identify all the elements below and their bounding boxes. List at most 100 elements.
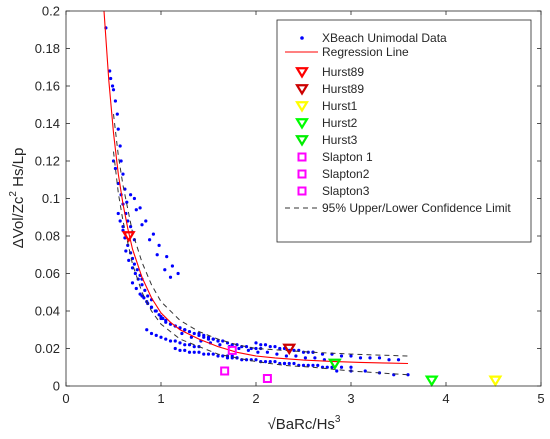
data-point: [263, 360, 268, 364]
data-point: [268, 345, 272, 349]
data-point: [254, 341, 258, 345]
series-layer: [103, 10, 503, 387]
y-tick-label: 0.1: [42, 191, 60, 206]
legend-label: Hurst3: [322, 133, 358, 147]
data-point: [268, 360, 272, 364]
data-point: [358, 356, 363, 360]
data-point: [183, 328, 187, 332]
data-point: [183, 343, 187, 347]
legend-label: Hurst1: [322, 99, 358, 113]
data-point: [143, 288, 147, 292]
x-tick-label: 5: [537, 391, 544, 406]
x-tick-label: 3: [347, 391, 354, 406]
data-point: [187, 343, 192, 347]
data-point: [273, 345, 277, 349]
data-point: [320, 352, 325, 356]
data-point: [244, 345, 249, 349]
data-point: [165, 255, 169, 259]
data-point: [287, 361, 291, 366]
data-point: [115, 112, 119, 116]
data-point: [225, 356, 230, 360]
x-tick-label: 2: [252, 391, 259, 406]
data-point: [127, 258, 131, 262]
hurst-marker: [282, 343, 297, 356]
data-point: [149, 331, 154, 336]
slapton-marker: [220, 366, 230, 376]
y-tick-label: 0.14: [35, 116, 60, 131]
data-point: [168, 275, 173, 279]
y-axis: 0 0.02 0.04 0.06 0.08 0.1 0.12 0.14 0.16 0.18 0.2: [35, 4, 541, 394]
data-point: [206, 335, 211, 339]
data-point: [173, 339, 177, 343]
data-point: [387, 358, 391, 362]
data-point: [192, 345, 196, 349]
data-point: [110, 84, 115, 88]
confidence-limit-line: [113, 114, 409, 357]
data-point: [135, 268, 139, 272]
data-point: [149, 305, 154, 309]
data-point: [109, 76, 113, 81]
data-point: [113, 166, 117, 171]
data-point: [157, 243, 161, 247]
data-point: [132, 262, 136, 266]
data-point: [254, 346, 258, 351]
data-point: [202, 352, 206, 356]
y-tick-label: 0.18: [35, 41, 60, 56]
data-point: [244, 358, 249, 362]
y-tick-label: 0.08: [35, 229, 60, 244]
x-tick-label: 1: [157, 391, 164, 406]
data-point: [134, 208, 138, 212]
data-point: [163, 268, 167, 272]
data-point: [192, 350, 196, 354]
confidence-limit-line: [113, 151, 409, 376]
legend-label: Hurst2: [322, 116, 358, 130]
data-point: [159, 335, 163, 339]
legend-swatch-square: [297, 186, 307, 196]
data-point: [292, 361, 296, 366]
data-point: [301, 363, 306, 367]
data-point: [313, 356, 317, 360]
data-point: [339, 354, 344, 358]
data-point: [256, 350, 260, 354]
x-axis: 0 1 2 3 4 5: [62, 11, 545, 406]
y-tick-label: 0.06: [35, 266, 60, 281]
legend-swatch-triangle: [295, 101, 309, 113]
data-point: [132, 196, 136, 201]
data-point: [406, 373, 410, 377]
data-point: [237, 346, 241, 351]
legend-box: [276, 19, 532, 243]
hurst-marker: [488, 375, 503, 387]
data-point: [144, 219, 148, 223]
y-tick-label: 0.12: [35, 154, 60, 169]
legend-label: Regression Line: [322, 45, 409, 59]
data-point: [294, 354, 298, 358]
data-point: [259, 343, 263, 347]
data-point: [140, 294, 144, 298]
hurst-marker: [121, 231, 136, 243]
data-point: [124, 249, 128, 253]
hurst-marker: [327, 358, 342, 371]
data-point: [178, 341, 182, 345]
data-point: [154, 309, 158, 313]
data-point: [197, 331, 201, 336]
data-point: [301, 350, 306, 354]
data-point: [377, 356, 382, 360]
data-point: [197, 350, 201, 354]
x-tick-label: 4: [442, 391, 449, 406]
data-point: [349, 354, 353, 358]
data-point: [187, 350, 192, 354]
data-point: [192, 331, 196, 336]
legend-swatch-triangle: [295, 118, 309, 130]
data-point: [145, 328, 149, 332]
slapton-marker: [227, 345, 237, 355]
data-point: [218, 343, 222, 347]
data-point: [339, 365, 344, 369]
data-point: [306, 363, 310, 367]
data-point: [396, 358, 401, 362]
legend-label: Slapton3: [322, 184, 370, 198]
y-tick-label: 0.04: [35, 304, 60, 319]
data-point: [221, 354, 225, 358]
data-point: [263, 343, 268, 347]
data-point: [206, 352, 211, 356]
